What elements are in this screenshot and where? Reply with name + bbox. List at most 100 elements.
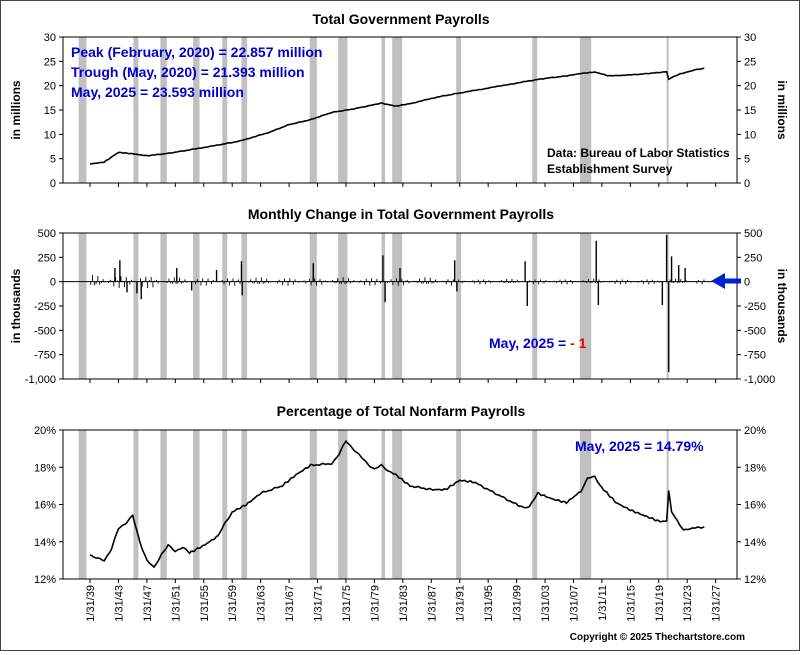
y-tick-label-left: -1,000 [25, 374, 56, 386]
latest-value-arrow-icon [711, 273, 741, 289]
recession-band [309, 430, 317, 579]
x-tick-label: 1/31/67 [284, 585, 296, 622]
recession-band [392, 37, 403, 183]
recession-band [222, 37, 228, 183]
panel-2-title: Monthly Change in Total Government Payro… [248, 206, 554, 222]
recession-bands-panel-3 [78, 430, 669, 579]
recession-band [222, 430, 228, 579]
panel-2-ylabel-left: in thousands [9, 268, 23, 343]
recession-band [133, 37, 139, 183]
y-tick-label-left: 20 [44, 81, 56, 93]
y-tick-label-right: 18% [744, 462, 766, 474]
y-tick-label-left: 18% [34, 462, 56, 474]
x-tick-label: 1/31/99 [512, 585, 524, 622]
y-tick-label-left: 10 [44, 129, 56, 141]
peak-annotation: Peak (February, 2020) = 22.857 million [71, 44, 322, 60]
y-tick-label-right: -1,000 [744, 374, 775, 386]
recession-band [532, 233, 538, 379]
x-tick-label: 1/31/51 [170, 585, 182, 622]
recession-band [381, 233, 386, 379]
recession-band [193, 233, 200, 379]
y-tick-label-right: -250 [744, 301, 766, 313]
government-payrolls-line [89, 67, 705, 165]
recession-band [532, 430, 538, 579]
recession-band [78, 430, 87, 579]
y-tick-label-left: 5 [50, 154, 56, 166]
y-tick-label-right: 16% [744, 500, 766, 512]
recession-band [78, 37, 87, 183]
percentage-annotation: May, 2025 = 14.79% [575, 438, 704, 454]
x-tick-label: 1/31/71 [313, 585, 325, 622]
y-tick-label-left: 30 [44, 32, 56, 44]
y-tick-label-left: 0 [50, 178, 56, 190]
y-tick-label-right: 500 [744, 228, 762, 240]
y-tick-label-left: -250 [34, 301, 56, 313]
recession-bands-panel-1 [78, 37, 669, 183]
x-tick-label: 1/31/47 [142, 585, 154, 622]
latest-annotation: May, 2025 = 23.593 million [71, 84, 244, 100]
y-tick-label-right: 20% [744, 425, 766, 437]
y-tick-label-right: 15 [744, 105, 756, 117]
panel-2-ylabel-right: in thousands [775, 269, 789, 344]
x-tick-label: 1/31/79 [369, 585, 381, 622]
y-tick-label-left: 12% [34, 574, 56, 586]
y-tick-label-right: 12% [744, 574, 766, 586]
recession-band [309, 233, 317, 379]
x-tick-label: 1/31/23 [682, 585, 694, 622]
y-tick-label-right: -500 [744, 325, 766, 337]
y-tick-label-left: 500 [38, 228, 56, 240]
x-tick-label: 1/31/15 [625, 585, 637, 622]
recession-band [666, 37, 669, 183]
recession-band [338, 37, 348, 183]
panel-1-ylabel-left: in millions [9, 80, 23, 140]
panel-3-title: Percentage of Total Nonfarm Payrolls [277, 403, 526, 419]
recession-bands-panel-2 [78, 233, 669, 379]
recession-band [222, 233, 228, 379]
x-tick-label: 1/31/39 [85, 585, 97, 622]
x-tick-label: 1/31/87 [426, 585, 438, 622]
recession-band [160, 430, 167, 579]
recession-band [193, 430, 200, 579]
recession-band [241, 430, 248, 579]
y-tick-label-left: -500 [34, 325, 56, 337]
y-tick-label-right: -750 [744, 350, 766, 362]
recession-band [193, 37, 200, 183]
recession-band [456, 37, 462, 183]
x-tick-label: 1/31/75 [341, 585, 353, 622]
monthly-change-prefix: May, 2025 = [489, 335, 570, 351]
recession-band [666, 233, 669, 379]
y-tick-label-right: 0 [744, 178, 750, 190]
recession-band [78, 233, 87, 379]
y-tick-label-left: 14% [34, 537, 56, 549]
y-tick-label-right: 0 [744, 277, 750, 289]
monthly-change-value: - 1 [570, 335, 587, 351]
recession-band [392, 233, 403, 379]
percentage-of-nonfarm-line [89, 439, 705, 569]
x-tick-label: 1/31/63 [256, 585, 268, 622]
panel-2-y-ticks: 500 500 250 250 0 0 -250 -250 -500 -500 -750 -750 -1… [25, 228, 775, 386]
monthly-change-annotation: May, 2025 = - 1 [489, 335, 587, 351]
source-line-1: Data: Bureau of Labor Statistics [547, 146, 730, 160]
y-tick-label-right: 5 [744, 154, 750, 166]
x-tick-label: 1/31/43 [113, 585, 125, 622]
recession-band [241, 233, 248, 379]
panel-3-frame [62, 429, 738, 580]
panel-1-y-ticks: 30 30 25 25 20 20 15 15 10 10 5 5 0 0 [44, 32, 757, 190]
recession-band [241, 37, 248, 183]
y-tick-label-right: 14% [744, 537, 766, 549]
y-tick-label-left: 20% [34, 425, 56, 437]
recession-band [309, 37, 317, 183]
x-tick-label: 1/31/11 [597, 585, 609, 621]
panel-1-ylabel-right: in millions [775, 80, 789, 140]
recession-band [579, 233, 592, 379]
source-line-2: Establishment Survey [547, 162, 673, 176]
x-tick-label: 1/31/59 [227, 585, 239, 622]
y-tick-label-left: -750 [34, 350, 56, 362]
recession-band [338, 430, 348, 579]
recession-band [338, 233, 348, 379]
recession-band [160, 37, 167, 183]
recession-band [392, 430, 403, 579]
x-axis-ticks: 1/31/39 1/31/43 1/31/47 1/31/51 1/31/55 1/31/… [85, 183, 723, 622]
recession-band [381, 430, 386, 579]
recession-band [532, 37, 538, 183]
